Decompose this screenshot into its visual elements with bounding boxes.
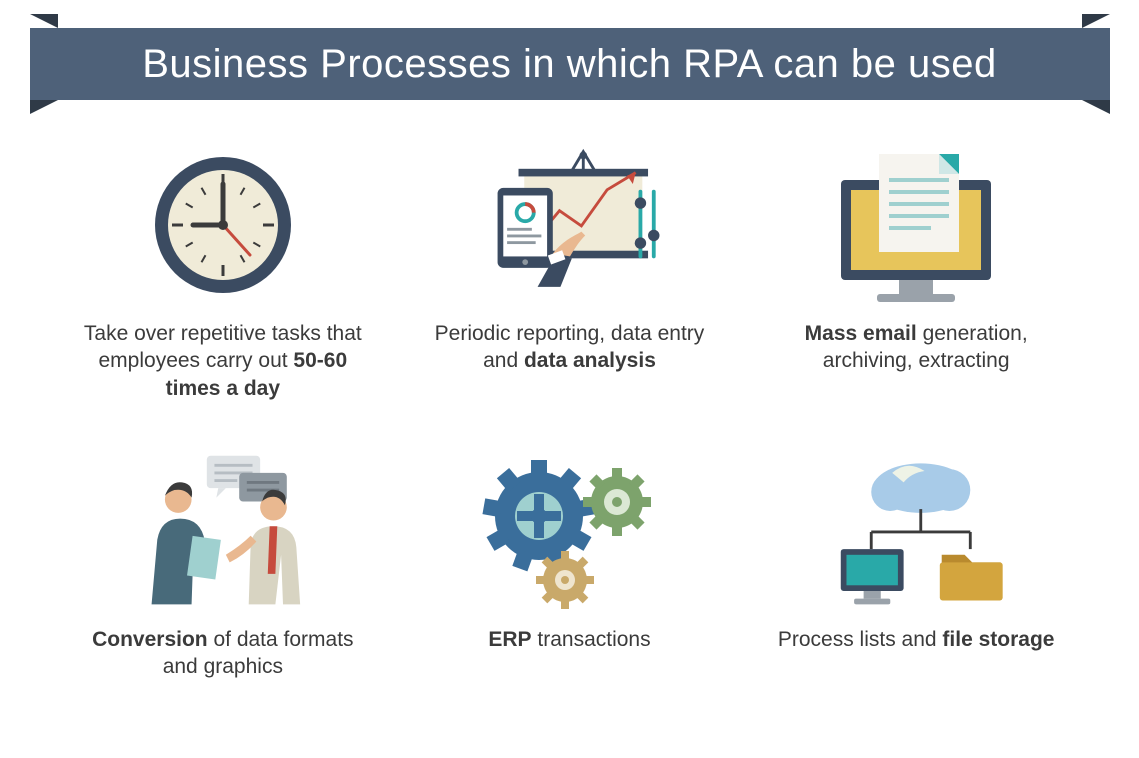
- caption-6: Process lists and file storage: [778, 626, 1055, 653]
- card-erp: ERP transactions: [416, 446, 723, 681]
- caption-4: Conversion of data formats and graphics: [73, 626, 373, 681]
- card-email: Mass email generation, archiving, extrac…: [763, 140, 1070, 402]
- caption-5: ERP transactions: [488, 626, 650, 653]
- email-icon: [816, 140, 1016, 310]
- caption-3: Mass email generation, archiving, extrac…: [766, 320, 1066, 375]
- conversion-icon: [123, 446, 323, 616]
- caption-2: Periodic reporting, data entry and data …: [419, 320, 719, 375]
- cards-grid: Take over repetitive tasks that employee…: [70, 140, 1070, 680]
- title-text: Business Processes in which RPA can be u…: [142, 42, 997, 87]
- card-reporting: Periodic reporting, data entry and data …: [416, 140, 723, 402]
- clock-icon: [123, 140, 323, 310]
- card-repetitive-tasks: Take over repetitive tasks that employee…: [70, 140, 377, 402]
- reporting-icon: [469, 140, 669, 310]
- gears-icon: [469, 446, 669, 616]
- cloud-storage-icon: [816, 446, 1016, 616]
- caption-1: Take over repetitive tasks that employee…: [73, 320, 373, 402]
- title-banner: Business Processes in which RPA can be u…: [30, 28, 1110, 100]
- card-file-storage: Process lists and file storage: [763, 446, 1070, 681]
- banner-wrap: Business Processes in which RPA can be u…: [0, 0, 1139, 100]
- card-conversion: Conversion of data formats and graphics: [70, 446, 377, 681]
